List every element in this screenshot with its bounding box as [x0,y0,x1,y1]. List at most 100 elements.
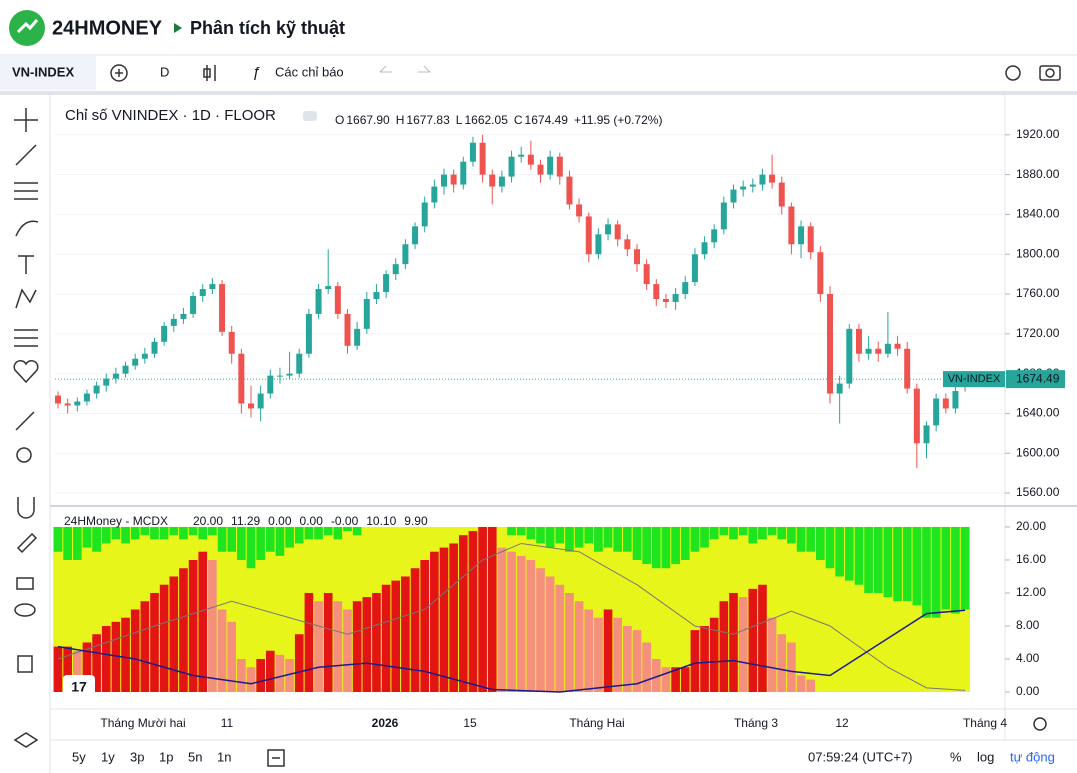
candle-body [161,325,168,342]
layers-tool[interactable] [13,732,39,748]
retail-bar [111,526,121,540]
range-button[interactable]: 1p [159,749,173,764]
collapse-legend[interactable] [303,111,317,121]
fib-tool[interactable] [14,182,38,200]
retail-bar [314,526,323,540]
candle-body [634,249,640,265]
banker-bar [642,642,651,692]
pattern-tool[interactable] [15,288,37,309]
last-price-box [1006,370,1065,389]
candle-body [180,313,187,319]
range-button[interactable]: 5n [188,749,202,764]
retail-bar [613,526,623,552]
range-button[interactable]: 3p [130,749,144,764]
retail-bar [729,526,738,540]
banker-bar [140,601,150,692]
candle-body [315,289,322,314]
retail-bar [873,526,883,593]
candle-body [720,202,727,230]
candle-body [537,164,544,175]
candle-body [585,216,592,255]
retail-bar [159,526,169,540]
banker-bar [111,621,121,692]
range-button[interactable]: 5y [72,749,86,764]
percent-toggle[interactable]: % [950,749,962,764]
candle-body [701,242,708,255]
y-tick-label: 1600.00 [1016,445,1060,459]
banker-bar [275,654,285,692]
candle-body [827,294,833,394]
banker-bar [565,592,574,692]
retail-bar [854,526,864,585]
retail-bar [565,526,574,552]
settings[interactable] [1005,65,1021,81]
redo[interactable] [418,65,431,73]
y-tick-label: 1800.00 [1016,246,1060,260]
banker-bar [584,609,594,692]
candle-body [334,286,341,314]
candle-body [219,284,226,332]
prediction-tool[interactable] [14,329,38,347]
add-symbol-plus [115,69,123,77]
banker-bar [314,601,323,692]
retail-bar [169,526,179,536]
range-button[interactable]: 1n [217,749,231,764]
retail-bar [92,526,101,552]
interval[interactable]: D [160,64,169,79]
retail-bar [893,526,902,602]
range-button[interactable]: 1y [101,749,115,764]
ruler-tool[interactable] [15,411,35,431]
chart-type[interactable] [206,65,216,81]
add-symbol[interactable] [110,64,128,82]
date-range[interactable] [267,749,285,767]
banker-bar [623,625,632,692]
ohlc-value: 1667.90 [346,113,390,127]
lock-tool[interactable] [16,577,34,590]
axis-settings[interactable] [1033,717,1047,731]
retail-bar [516,526,526,536]
candle-body [325,286,332,290]
time-label: 2026 [372,716,399,730]
auto-toggle[interactable]: tự động [1010,749,1055,764]
candle-body [479,142,486,175]
indicator-title: 24HMoney - MCDX [64,514,168,528]
symbol-box[interactable] [0,56,96,90]
retail-bar [526,526,536,540]
brand[interactable]: 24HMONEY [52,17,163,39]
crosshair-tool[interactable] [14,108,38,132]
magnet-tool[interactable] [17,497,35,519]
retail-bar [623,526,632,552]
undo[interactable] [379,65,392,73]
zoom-tool[interactable] [16,447,32,463]
symbol[interactable]: VN-INDEX [12,64,74,79]
candle-body [865,348,872,354]
banker-bar [208,559,217,692]
draw-mode-tool[interactable] [16,532,38,554]
time-label: Tháng Mười hai [100,716,185,730]
time-label: Tháng 4 [963,716,1007,730]
hide-tool[interactable] [14,603,36,617]
brush-tool[interactable] [15,220,39,237]
candle-body [83,393,90,402]
retail-bar [198,526,208,540]
logo[interactable] [9,10,45,46]
candle-body [460,161,467,185]
time-label: 11 [221,716,234,730]
text-tool[interactable] [18,255,34,274]
log-toggle[interactable]: log [977,749,994,764]
banker-bar [487,526,497,692]
favorites-tool[interactable] [13,360,39,384]
snapshot[interactable] [1039,65,1061,81]
retail-bar [912,526,922,606]
delete-tool[interactable] [17,655,33,673]
candle-body [354,328,361,346]
time-label: 12 [835,716,849,730]
retail-bar [130,526,140,540]
retail-bar [777,526,787,540]
indicators[interactable]: Các chỉ báo [275,64,344,79]
indicator-tick-label: 16.00 [1016,552,1046,566]
line-tool[interactable] [15,144,37,166]
retail-bar [507,526,516,536]
retail-bar [53,526,63,552]
banker-bar [198,551,208,692]
